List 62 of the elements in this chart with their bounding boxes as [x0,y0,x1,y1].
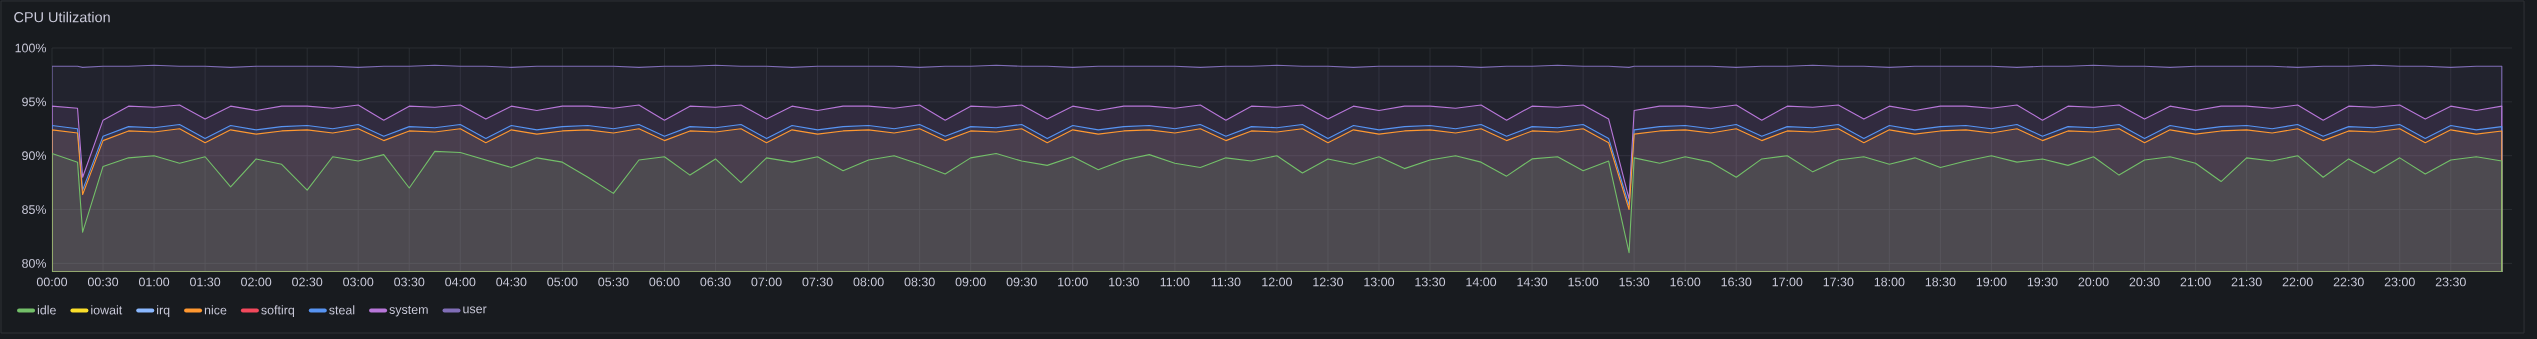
x-tick-label: 14:00 [1466,277,1497,287]
x-tick-label: 13:00 [1364,277,1395,287]
x-tick-label: 19:30 [2027,277,2058,287]
x-tick-label: 03:30 [394,277,425,287]
legend-label: idle [37,305,56,315]
x-tick-label: 12:30 [1313,277,1344,287]
x-tick-label: 13:30 [1415,277,1446,287]
x-tick-label: 14:30 [1517,277,1548,287]
x-tick-label: 20:00 [2078,277,2109,287]
x-tick-label: 01:00 [138,277,170,287]
x-tick-label: 06:30 [700,277,731,287]
x-tick-label: 11:00 [1160,277,1190,287]
x-tick-label: 15:00 [1568,277,1599,287]
x-tick-label: 01:30 [190,277,221,287]
x-tick-label: 08:30 [904,277,935,287]
x-tick-label: 09:00 [955,277,986,287]
x-tick-label: 00:30 [87,277,119,287]
x-tick-label: 07:30 [802,277,833,287]
x-tick-label: 05:30 [598,277,629,287]
x-tick-label: 16:00 [1670,277,1701,287]
legend-label: iowait [91,305,123,315]
x-tick-label: 15:30 [1619,277,1650,287]
x-tick-label: 06:00 [649,277,680,287]
y-tick-label: 85% [22,205,47,214]
x-tick-label: 17:30 [1823,277,1854,287]
x-tick-label: 03:00 [343,277,374,287]
x-tick-label: 18:30 [1925,277,1956,287]
x-tick-label: 21:00 [2180,277,2211,287]
x-tick-label: 16:30 [1721,277,1752,287]
x-tick-label: 02:30 [292,277,323,287]
y-tick-label: 100% [15,43,47,53]
x-tick-label: 21:30 [2231,277,2262,287]
x-tick-label: 07:00 [751,277,782,287]
x-tick-label: 12:00 [1262,277,1292,287]
x-tick-label: 11:30 [1211,277,1241,287]
y-tick-label: 80% [22,258,47,268]
x-tick-label: 09:30 [1006,277,1037,287]
chart-title: CPU Utilization [14,11,110,23]
y-tick-label: 90% [22,151,47,161]
x-tick-label: 23:30 [2435,277,2466,287]
x-tick-label: 20:30 [2129,277,2160,287]
x-tick-label: 10:30 [1109,277,1139,287]
legend-label: nice [204,305,227,315]
x-tick-label: 08:00 [853,277,884,287]
legend-label: system [389,305,428,317]
legend-label: irq [157,305,170,317]
y-tick-label: 95% [22,97,47,107]
x-tick-label: 19:00 [1976,277,2007,287]
x-tick-label: 04:30 [496,277,527,287]
legend-label: user [463,306,487,314]
x-tick-label: 22:30 [2333,277,2364,287]
legend-label: steal [329,305,355,315]
x-tick-label: 05:00 [547,277,578,287]
x-tick-label: 17:00 [1772,277,1803,287]
x-tick-label: 04:00 [445,277,476,287]
x-tick-label: 02:00 [241,277,272,287]
x-tick-label: 00:00 [36,277,68,287]
x-tick-label: 23:00 [2384,277,2415,287]
x-tick-label: 22:00 [2282,277,2313,287]
x-tick-label: 18:00 [1874,277,1905,287]
legend-label: softirq [261,305,294,317]
x-tick-label: 10:00 [1058,277,1088,287]
